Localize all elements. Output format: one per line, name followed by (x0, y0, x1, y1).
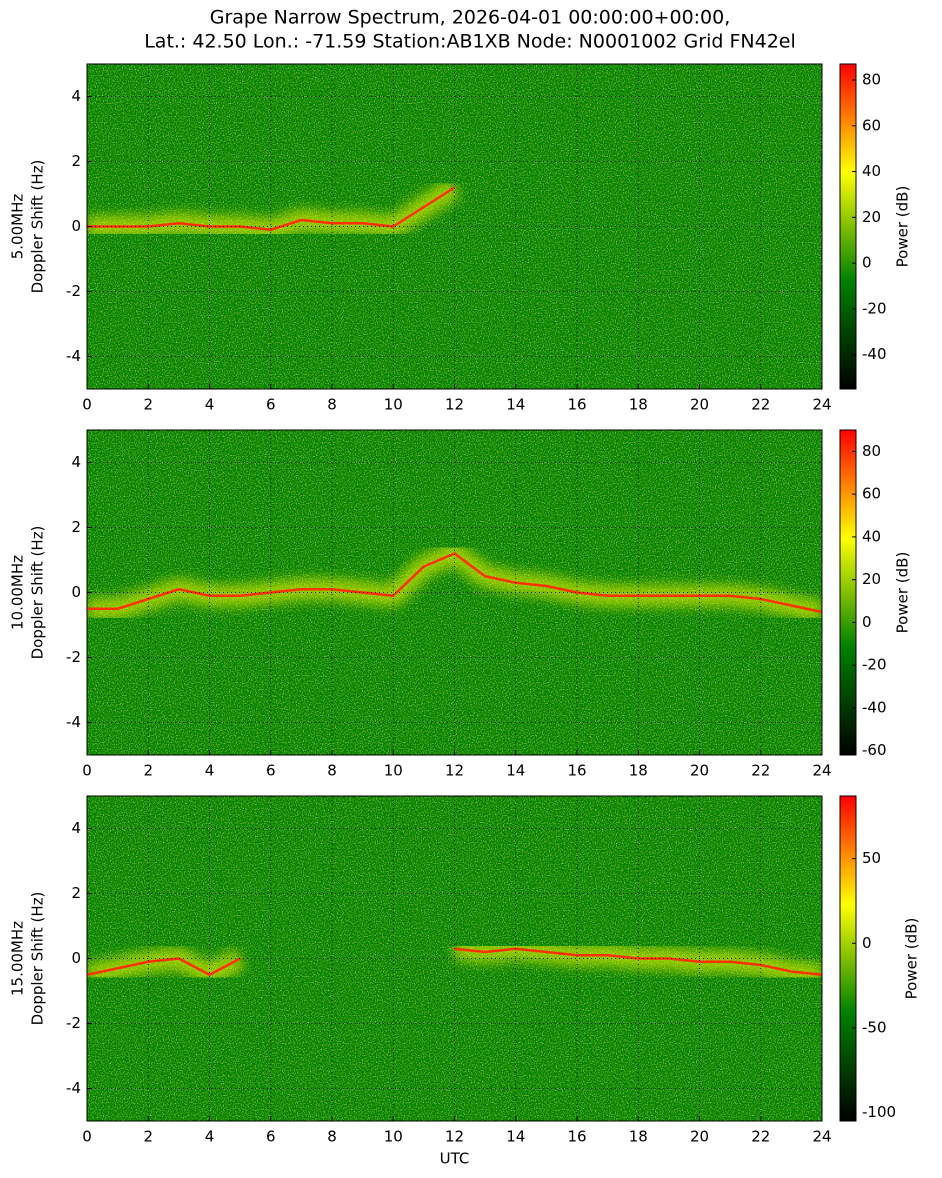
y-tick-label: 4 (71, 87, 81, 105)
y-tick-label: -4 (66, 347, 81, 365)
x-tick-label: 18 (629, 396, 648, 414)
x-tick-label: 14 (506, 396, 525, 414)
x-tick-label: 10 (384, 1128, 403, 1146)
x-tick-label: 18 (629, 1128, 648, 1146)
y-tick-label: 2 (71, 152, 81, 170)
x-axis-label: UTC (440, 1150, 470, 1168)
y-tick-label: 0 (71, 949, 81, 967)
colorbar-tick-label: -60 (862, 741, 887, 759)
colorbar-label: Power (dB) (903, 918, 921, 1000)
x-tick-label: 10 (384, 762, 403, 780)
colorbar-tick-label: 60 (862, 116, 881, 134)
colorbar (839, 63, 857, 390)
x-tick-label: 12 (445, 762, 464, 780)
y-tick-label: 0 (71, 217, 81, 235)
y-axis-label: Doppler Shift (Hz) (29, 892, 47, 1026)
colorbar-tick-label: -40 (862, 698, 887, 716)
colorbar-tick-label: -20 (862, 299, 887, 317)
doppler-trace (87, 552, 822, 614)
y-axis-label: Doppler Shift (Hz) (29, 160, 47, 294)
x-tick-label: 22 (751, 1128, 770, 1146)
x-tick-label: 4 (205, 1128, 215, 1146)
x-tick-label: 10 (384, 396, 403, 414)
y-axis-label: 15.00MHz (9, 921, 27, 996)
colorbar-tick-label: -20 (862, 656, 887, 674)
x-tick-label: 12 (445, 1128, 464, 1146)
x-tick-label: 24 (812, 1128, 831, 1146)
colorbar-tick-label: 80 (862, 71, 881, 89)
y-axis-label: 10.00MHz (9, 555, 27, 630)
x-tick-label: 0 (82, 396, 92, 414)
y-tick-label: 2 (71, 884, 81, 902)
colorbar (839, 795, 857, 1122)
y-tick-label: -4 (66, 713, 81, 731)
colorbar-tick-label: 0 (862, 934, 872, 952)
y-tick-label: 0 (71, 583, 81, 601)
x-tick-label: 4 (205, 762, 215, 780)
x-tick-label: 0 (82, 1128, 92, 1146)
y-tick-label: -2 (66, 282, 81, 300)
colorbar-tick-label: -40 (862, 345, 887, 363)
x-tick-label: 2 (143, 762, 153, 780)
colorbar-tick-label: -50 (862, 1018, 887, 1036)
x-tick-label: 16 (567, 1128, 586, 1146)
y-tick-label: 2 (71, 518, 81, 536)
x-tick-label: 18 (629, 762, 648, 780)
plot-frame (86, 63, 823, 390)
x-tick-label: 0 (82, 762, 92, 780)
x-tick-label: 6 (266, 1128, 276, 1146)
x-tick-label: 22 (751, 762, 770, 780)
colorbar-tick-label: 40 (862, 162, 881, 180)
y-tick-label: -2 (66, 648, 81, 666)
colorbar-tick-label: 60 (862, 485, 881, 503)
y-tick-label: 4 (71, 453, 81, 471)
x-tick-label: 8 (327, 396, 337, 414)
doppler-trace (87, 186, 456, 231)
plot-area (87, 430, 822, 755)
colorbar-tick-label: 0 (862, 613, 872, 631)
x-tick-label: 4 (205, 396, 215, 414)
x-tick-label: 2 (143, 396, 153, 414)
x-tick-label: 20 (690, 396, 709, 414)
colorbar-tick-label: 20 (862, 208, 881, 226)
colorbar-tick-label: 80 (862, 442, 881, 460)
y-axis-label: 5.00MHz (9, 194, 27, 260)
x-tick-label: 12 (445, 396, 464, 414)
x-tick-label: 6 (266, 762, 276, 780)
y-tick-label: 4 (71, 819, 81, 837)
chart-title: Grape Narrow Spectrum, 2026-04-01 00:00:… (210, 7, 731, 29)
chart-title: Lat.: 42.50 Lon.: -71.59 Station:AB1XB N… (144, 31, 796, 53)
x-tick-label: 24 (812, 762, 831, 780)
x-tick-label: 20 (690, 762, 709, 780)
x-tick-label: 16 (567, 396, 586, 414)
colorbar-label: Power (dB) (894, 552, 912, 634)
colorbar-label: Power (dB) (894, 186, 912, 268)
x-tick-label: 20 (690, 1128, 709, 1146)
colorbar-tick-label: 20 (862, 570, 881, 588)
y-tick-label: -4 (66, 1079, 81, 1097)
y-tick-label: -2 (66, 1014, 81, 1032)
x-tick-label: 16 (567, 762, 586, 780)
x-tick-label: 8 (327, 1128, 337, 1146)
colorbar-tick-label: -100 (862, 1103, 896, 1121)
colorbar (839, 429, 857, 756)
x-tick-label: 8 (327, 762, 337, 780)
x-tick-label: 24 (812, 396, 831, 414)
y-axis-label: Doppler Shift (Hz) (29, 526, 47, 660)
x-tick-label: 14 (506, 1128, 525, 1146)
plot-frame (86, 795, 823, 1122)
x-tick-label: 14 (506, 762, 525, 780)
colorbar-tick-label: 50 (862, 849, 881, 867)
plot-frame (86, 429, 823, 756)
colorbar-tick-label: 40 (862, 527, 881, 545)
x-tick-label: 22 (751, 396, 770, 414)
x-tick-label: 2 (143, 1128, 153, 1146)
colorbar-tick-label: 0 (862, 254, 872, 272)
x-tick-label: 6 (266, 396, 276, 414)
